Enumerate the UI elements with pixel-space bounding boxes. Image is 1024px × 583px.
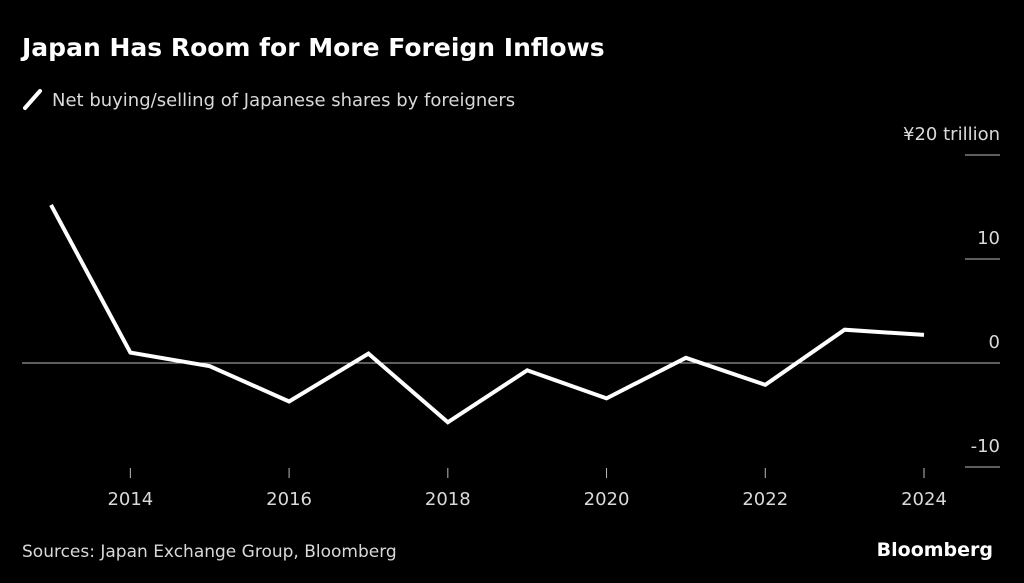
- y-tick-label: ¥20 trillion: [903, 124, 1000, 145]
- x-tick-label: 2024: [901, 489, 947, 510]
- chart-title: Japan Has Room for More Foreign Inflows: [20, 33, 605, 62]
- y-tick-label: 0: [989, 332, 1000, 353]
- x-tick-label: 2022: [742, 489, 788, 510]
- legend-swatch: [23, 89, 42, 110]
- legend-label: Net buying/selling of Japanese shares by…: [52, 90, 515, 111]
- data-line: [49, 203, 925, 425]
- x-tick-label: 2016: [266, 489, 312, 510]
- y-tick-label: -10: [971, 436, 1000, 457]
- source-note: Sources: Japan Exchange Group, Bloomberg: [22, 542, 397, 562]
- brand-logo: Bloomberg: [877, 539, 993, 561]
- y-tick-label: 10: [977, 228, 1000, 249]
- x-tick-label: 2014: [107, 489, 153, 510]
- x-tick-label: 2018: [425, 489, 471, 510]
- x-tick-label: 2020: [584, 489, 630, 510]
